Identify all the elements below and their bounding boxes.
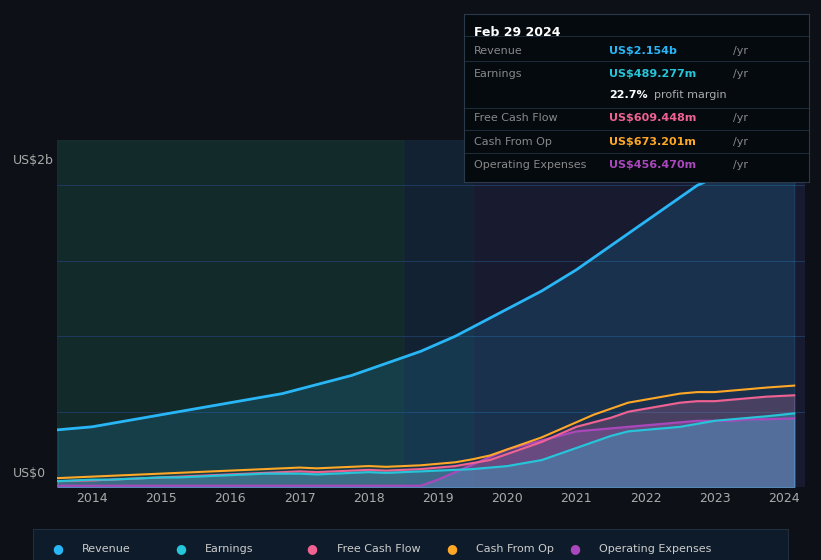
- Bar: [57, 140, 403, 487]
- Text: Revenue: Revenue: [475, 46, 523, 56]
- Text: Free Cash Flow: Free Cash Flow: [337, 544, 420, 554]
- Text: Operating Expenses: Operating Expenses: [475, 160, 586, 170]
- Text: US$609.448m: US$609.448m: [608, 113, 696, 123]
- Text: /yr: /yr: [733, 113, 748, 123]
- Text: US$0: US$0: [12, 467, 46, 480]
- Text: /yr: /yr: [733, 46, 748, 56]
- Text: ●: ●: [175, 542, 186, 556]
- Text: profit margin: profit margin: [654, 90, 726, 100]
- Text: 22.7%: 22.7%: [608, 90, 647, 100]
- Text: US$673.201m: US$673.201m: [608, 137, 695, 147]
- Text: Free Cash Flow: Free Cash Flow: [475, 113, 557, 123]
- Text: Earnings: Earnings: [205, 544, 254, 554]
- Text: Cash From Op: Cash From Op: [476, 544, 554, 554]
- Text: /yr: /yr: [733, 69, 748, 80]
- Text: ●: ●: [306, 542, 318, 556]
- Text: /yr: /yr: [733, 137, 748, 147]
- Text: Operating Expenses: Operating Expenses: [599, 544, 712, 554]
- Text: US$456.470m: US$456.470m: [608, 160, 696, 170]
- Text: ●: ●: [52, 542, 63, 556]
- Bar: [403, 140, 473, 487]
- Text: Revenue: Revenue: [82, 544, 131, 554]
- Text: /yr: /yr: [733, 160, 748, 170]
- Text: US$2b: US$2b: [12, 154, 53, 167]
- Text: ●: ●: [569, 542, 580, 556]
- Text: Cash From Op: Cash From Op: [475, 137, 552, 147]
- Bar: [473, 140, 805, 487]
- Text: US$489.277m: US$489.277m: [608, 69, 696, 80]
- Text: ●: ●: [446, 542, 457, 556]
- Text: Earnings: Earnings: [475, 69, 523, 80]
- Text: US$2.154b: US$2.154b: [608, 46, 677, 56]
- Text: Feb 29 2024: Feb 29 2024: [475, 26, 561, 39]
